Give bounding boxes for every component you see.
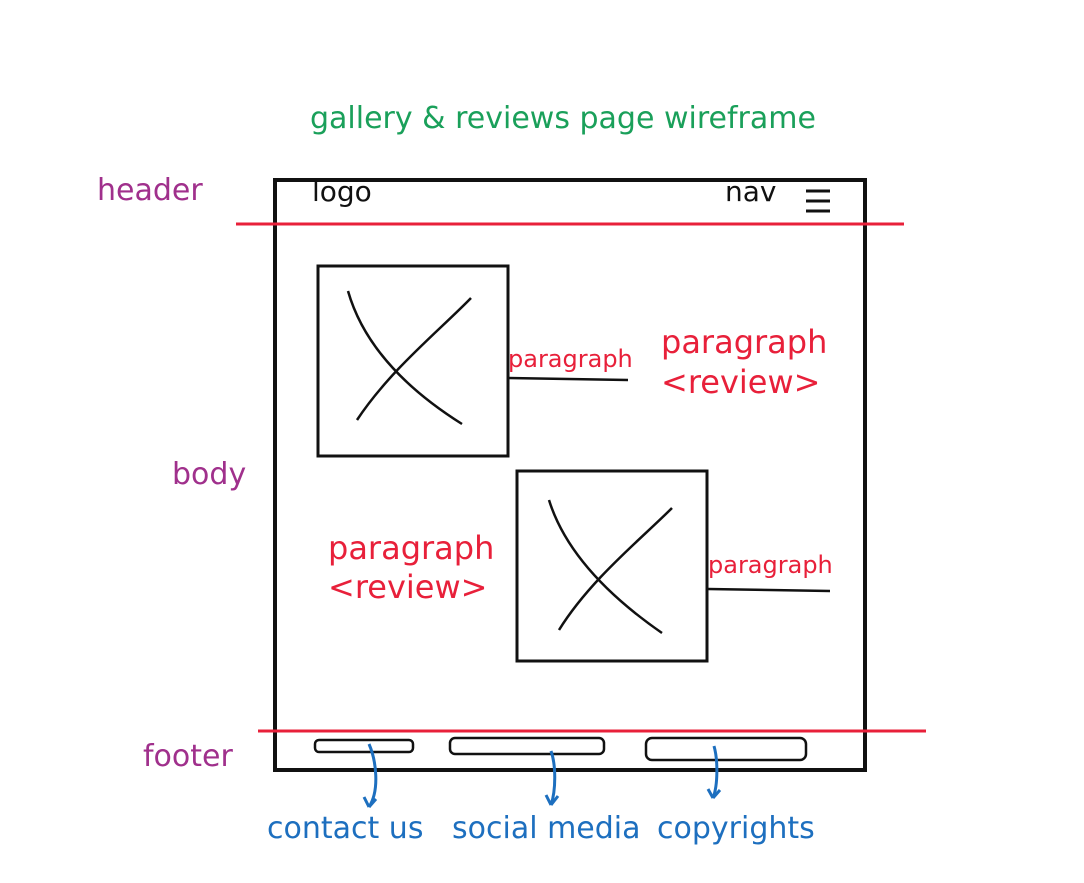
footer-arrow-2	[544, 750, 560, 806]
footer-copyrights-label: copyrights	[657, 811, 815, 846]
paragraph-connector-2	[707, 587, 831, 593]
footer-contact-us-label[interactable]: contact us	[267, 811, 424, 846]
footer-arrow-1	[362, 743, 378, 808]
section-label-header: header	[97, 173, 203, 208]
image1-paragraph-label: paragraph	[508, 345, 633, 373]
paragraph-connector-1	[507, 376, 629, 382]
review2-paragraph-label: paragraph	[328, 529, 495, 567]
review2-tag-label: <review>	[328, 568, 488, 606]
nav-label[interactable]: nav	[725, 175, 777, 208]
hamburger-menu-icon[interactable]	[806, 189, 830, 213]
image-placeholder-x-icon	[346, 290, 463, 426]
page-frame	[273, 178, 867, 772]
section-label-footer: footer	[143, 739, 233, 774]
footer-social-box	[448, 736, 606, 756]
review1-tag-label: <review>	[661, 363, 821, 401]
diagram-title: gallery & reviews page wireframe	[310, 101, 816, 136]
image2-paragraph-label: paragraph	[708, 551, 833, 579]
footer-social-media-label[interactable]: social media	[452, 811, 641, 846]
image-placeholder-1	[316, 264, 510, 458]
image-placeholder-x-icon	[547, 499, 663, 635]
review1-paragraph-label: paragraph	[661, 323, 828, 361]
logo[interactable]: logo	[312, 175, 372, 208]
image-placeholder-2	[515, 469, 709, 663]
section-label-body: body	[172, 457, 247, 492]
footer-contact-box	[313, 738, 415, 754]
footer-copyright-box	[644, 736, 808, 762]
footer-arrow-3	[706, 745, 722, 799]
